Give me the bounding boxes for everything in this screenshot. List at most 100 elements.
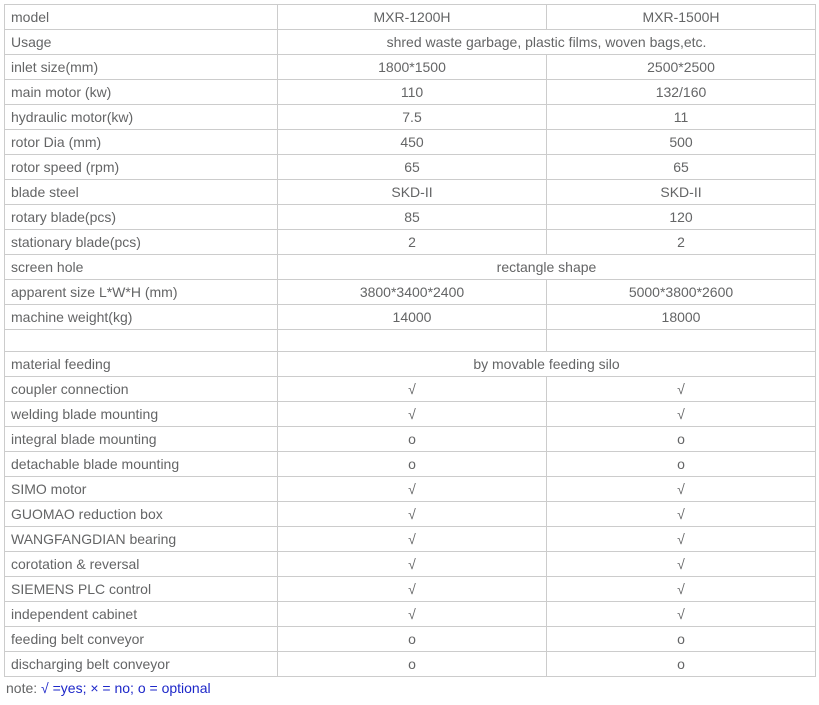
- row-value-col2: 11: [547, 105, 816, 130]
- row-value-col2: 120: [547, 205, 816, 230]
- row-label: rotor speed (rpm): [5, 155, 278, 180]
- row-value-merged: by movable feeding silo: [278, 352, 816, 377]
- row-value-col2: √: [547, 477, 816, 502]
- row-value-col2: √: [547, 527, 816, 552]
- row-value-col1: MXR-1200H: [278, 5, 547, 30]
- table-row: Usageshred waste garbage, plastic films,…: [5, 30, 816, 55]
- row-label: GUOMAO reduction box: [5, 502, 278, 527]
- row-blank: [278, 330, 547, 352]
- table-row: rotary blade(pcs)85120: [5, 205, 816, 230]
- row-value-col2: 18000: [547, 305, 816, 330]
- row-value-col2: o: [547, 652, 816, 677]
- row-label: rotor Dia (mm): [5, 130, 278, 155]
- row-label: WANGFANGDIAN bearing: [5, 527, 278, 552]
- row-label: independent cabinet: [5, 602, 278, 627]
- table-row: modelMXR-1200HMXR-1500H: [5, 5, 816, 30]
- row-label: inlet size(mm): [5, 55, 278, 80]
- table-row: apparent size L*W*H (mm)3800*3400*240050…: [5, 280, 816, 305]
- table-row: integral blade mountingoo: [5, 427, 816, 452]
- table-row: GUOMAO reduction box√√: [5, 502, 816, 527]
- row-value-col1: √: [278, 602, 547, 627]
- row-label: [5, 330, 278, 352]
- row-label: blade steel: [5, 180, 278, 205]
- row-value-col2: 5000*3800*2600: [547, 280, 816, 305]
- note-prefix: note:: [6, 680, 41, 696]
- row-label: welding blade mounting: [5, 402, 278, 427]
- note-legend: √ =yes; × = no; o = optional: [41, 680, 211, 696]
- table-row: detachable blade mountingoo: [5, 452, 816, 477]
- table-row: hydraulic motor(kw)7.511: [5, 105, 816, 130]
- row-value-col1: 1800*1500: [278, 55, 547, 80]
- row-value-col1: 110: [278, 80, 547, 105]
- row-value-col2: o: [547, 627, 816, 652]
- row-value-col1: o: [278, 427, 547, 452]
- row-blank: [547, 330, 816, 352]
- row-value-col2: 65: [547, 155, 816, 180]
- row-value-col2: √: [547, 552, 816, 577]
- table-row: machine weight(kg)1400018000: [5, 305, 816, 330]
- row-label: detachable blade mounting: [5, 452, 278, 477]
- row-value-col1: 450: [278, 130, 547, 155]
- row-value-col2: √: [547, 402, 816, 427]
- table-row: [5, 330, 816, 352]
- row-value-col2: 132/160: [547, 80, 816, 105]
- row-label: coupler connection: [5, 377, 278, 402]
- row-label: stationary blade(pcs): [5, 230, 278, 255]
- row-label: corotation & reversal: [5, 552, 278, 577]
- table-row: inlet size(mm)1800*15002500*2500: [5, 55, 816, 80]
- table-row: SIEMENS PLC control√√: [5, 577, 816, 602]
- row-value-col2: 2500*2500: [547, 55, 816, 80]
- row-label: feeding belt conveyor: [5, 627, 278, 652]
- row-label: SIMO motor: [5, 477, 278, 502]
- spec-table: modelMXR-1200HMXR-1500HUsageshred waste …: [4, 4, 816, 677]
- row-label: apparent size L*W*H (mm): [5, 280, 278, 305]
- table-row: rotor Dia (mm)450500: [5, 130, 816, 155]
- row-value-col2: 2: [547, 230, 816, 255]
- row-value-merged: shred waste garbage, plastic films, wove…: [278, 30, 816, 55]
- row-value-col2: √: [547, 577, 816, 602]
- row-value-col1: √: [278, 577, 547, 602]
- row-value-col1: √: [278, 502, 547, 527]
- table-row: corotation & reversal√√: [5, 552, 816, 577]
- legend-note: note: √ =yes; × = no; o = optional: [4, 677, 815, 696]
- row-value-col2: o: [547, 427, 816, 452]
- row-value-col1: 2: [278, 230, 547, 255]
- table-row: main motor (kw)110132/160: [5, 80, 816, 105]
- row-label: SIEMENS PLC control: [5, 577, 278, 602]
- table-row: screen holerectangle shape: [5, 255, 816, 280]
- row-value-col1: 3800*3400*2400: [278, 280, 547, 305]
- row-value-col1: √: [278, 477, 547, 502]
- table-row: stationary blade(pcs)22: [5, 230, 816, 255]
- row-label: hydraulic motor(kw): [5, 105, 278, 130]
- row-value-col1: 7.5: [278, 105, 547, 130]
- row-value-col1: o: [278, 652, 547, 677]
- table-row: coupler connection√√: [5, 377, 816, 402]
- row-value-col2: SKD-II: [547, 180, 816, 205]
- row-value-col1: √: [278, 402, 547, 427]
- row-label: discharging belt conveyor: [5, 652, 278, 677]
- table-row: independent cabinet√√: [5, 602, 816, 627]
- table-row: blade steelSKD-IISKD-II: [5, 180, 816, 205]
- table-row: WANGFANGDIAN bearing√√: [5, 527, 816, 552]
- row-value-col1: √: [278, 377, 547, 402]
- row-label: machine weight(kg): [5, 305, 278, 330]
- row-label: Usage: [5, 30, 278, 55]
- row-value-col1: SKD-II: [278, 180, 547, 205]
- table-row: SIMO motor√√: [5, 477, 816, 502]
- row-value-col1: 65: [278, 155, 547, 180]
- row-label: material feeding: [5, 352, 278, 377]
- row-value-merged: rectangle shape: [278, 255, 816, 280]
- row-value-col2: 500: [547, 130, 816, 155]
- row-value-col2: √: [547, 602, 816, 627]
- row-value-col2: √: [547, 502, 816, 527]
- row-label: integral blade mounting: [5, 427, 278, 452]
- row-value-col1: o: [278, 452, 547, 477]
- row-label: rotary blade(pcs): [5, 205, 278, 230]
- row-value-col1: o: [278, 627, 547, 652]
- row-label: main motor (kw): [5, 80, 278, 105]
- row-label: screen hole: [5, 255, 278, 280]
- row-value-col1: 85: [278, 205, 547, 230]
- table-row: feeding belt conveyoroo: [5, 627, 816, 652]
- row-label: model: [5, 5, 278, 30]
- row-value-col1: √: [278, 527, 547, 552]
